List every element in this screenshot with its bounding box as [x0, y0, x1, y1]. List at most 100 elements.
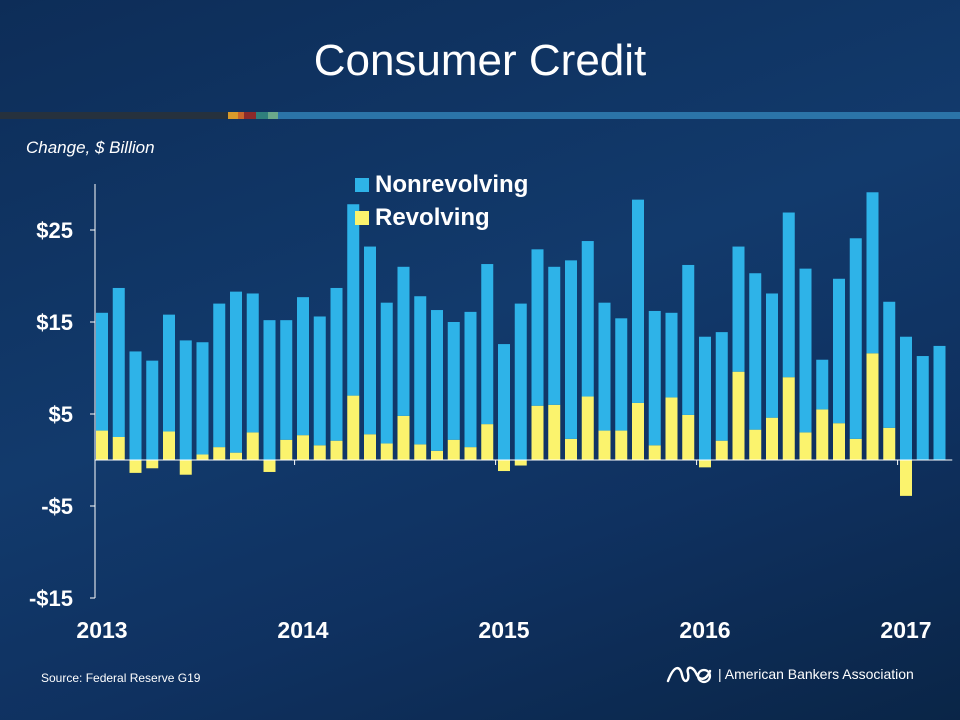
legend-swatch-revolving: [355, 210, 369, 225]
bar-revolving: [330, 440, 343, 460]
bar-nonrevolving: [799, 268, 812, 433]
bar-revolving: [163, 431, 175, 460]
bar-nonrevolving: [246, 293, 259, 433]
bar-nonrevolving: [431, 310, 443, 451]
bar-revolving: [816, 409, 829, 460]
bar-nonrevolving: [732, 246, 745, 372]
bar-revolving: [665, 397, 678, 460]
chart-title: Consumer Credit: [313, 36, 647, 85]
legend-label-revolving: Revolving: [375, 203, 490, 231]
bar-revolving: [313, 445, 326, 460]
bar-revolving: [397, 415, 410, 460]
bar-nonrevolving: [498, 344, 510, 460]
bar-revolving: [146, 460, 159, 469]
bar-revolving: [715, 440, 728, 460]
bar-nonrevolving: [749, 273, 762, 430]
bar-nonrevolving: [849, 238, 862, 439]
bar-nonrevolving: [313, 316, 326, 446]
bar-nonrevolving: [632, 199, 644, 403]
bar-revolving: [799, 432, 812, 460]
bar-nonrevolving: [397, 266, 410, 416]
aba-logo: | American Bankers Association: [666, 663, 914, 685]
bar-revolving: [280, 439, 293, 460]
bar-nonrevolving: [833, 278, 845, 424]
bar-nonrevolving: [900, 336, 912, 460]
bar-nonrevolving: [96, 312, 108, 431]
bar-revolving: [598, 430, 611, 460]
bar-revolving: [96, 430, 108, 460]
y-tick-label: -$5: [41, 494, 73, 519]
bar-revolving: [766, 417, 778, 460]
bar-nonrevolving: [163, 314, 175, 432]
bar-nonrevolving: [179, 340, 192, 460]
y-tick-label: $15: [36, 310, 73, 335]
bar-revolving: [364, 434, 376, 460]
bar-nonrevolving: [682, 264, 695, 415]
bar-revolving: [682, 414, 695, 460]
bar-revolving: [581, 396, 594, 460]
bar-nonrevolving: [715, 332, 728, 441]
x-tick-label: 2016: [679, 617, 730, 643]
bar-revolving: [866, 353, 879, 460]
bar-nonrevolving: [782, 212, 795, 378]
bar-revolving: [900, 460, 912, 496]
bar-nonrevolving: [347, 204, 360, 396]
y-tick-label: -$15: [29, 586, 73, 611]
bar-revolving: [531, 405, 544, 460]
bar-nonrevolving: [280, 320, 293, 440]
bar-nonrevolving: [196, 342, 209, 455]
bar-nonrevolving: [548, 266, 561, 405]
bar-nonrevolving: [380, 302, 393, 444]
bar-revolving: [297, 435, 309, 460]
bar-revolving: [699, 460, 711, 468]
bar-nonrevolving: [414, 296, 427, 445]
bar-revolving: [431, 450, 443, 460]
bar-revolving: [849, 438, 862, 460]
bar-revolving: [380, 443, 393, 460]
bar-nonrevolving: [615, 318, 628, 431]
bar-revolving: [548, 404, 561, 460]
bar-nonrevolving: [648, 310, 661, 446]
bar-nonrevolving: [883, 301, 896, 428]
bar-nonrevolving: [213, 303, 226, 448]
bar-revolving: [782, 377, 795, 460]
bar-nonrevolving: [263, 320, 276, 460]
bar-revolving: [263, 460, 276, 472]
bar-revolving: [732, 371, 745, 460]
bar-revolving: [883, 427, 896, 460]
bar-revolving: [749, 429, 762, 460]
bar-revolving: [514, 460, 527, 466]
bar-nonrevolving: [816, 359, 829, 410]
bar-revolving: [196, 454, 209, 460]
bar-nonrevolving: [565, 260, 577, 439]
bar-nonrevolving: [916, 356, 929, 460]
bar-nonrevolving: [330, 287, 343, 441]
bar-revolving: [615, 430, 628, 460]
bar-nonrevolving: [598, 302, 611, 431]
bar-nonrevolving: [665, 312, 678, 398]
bar-revolving: [498, 460, 510, 472]
bar-nonrevolving: [464, 311, 477, 448]
x-tick-label: 2014: [277, 617, 328, 643]
x-tick-label: 2013: [76, 617, 127, 643]
legend-label-nonrevolving: Nonrevolving: [375, 170, 529, 198]
bar-nonrevolving: [481, 264, 494, 425]
bar-revolving: [833, 423, 845, 460]
aba-logo-text: | American Bankers Association: [718, 666, 914, 682]
y-tick-label: $25: [36, 218, 73, 243]
bar-revolving: [648, 445, 661, 460]
y-axis-label: Change, $ Billion: [26, 138, 155, 157]
bar-revolving: [347, 395, 360, 460]
legend-item-nonrevolving: Nonrevolving: [355, 168, 528, 201]
bar-revolving: [565, 438, 577, 460]
bar-revolving: [129, 460, 142, 473]
bar-revolving: [179, 460, 192, 475]
y-tick-label: $5: [49, 402, 73, 427]
bar-revolving: [112, 437, 125, 460]
bar-nonrevolving: [766, 293, 778, 418]
bar-nonrevolving: [112, 287, 125, 437]
legend-item-revolving: Revolving: [355, 201, 528, 234]
bar-nonrevolving: [230, 291, 242, 453]
bar-nonrevolving: [364, 246, 376, 435]
